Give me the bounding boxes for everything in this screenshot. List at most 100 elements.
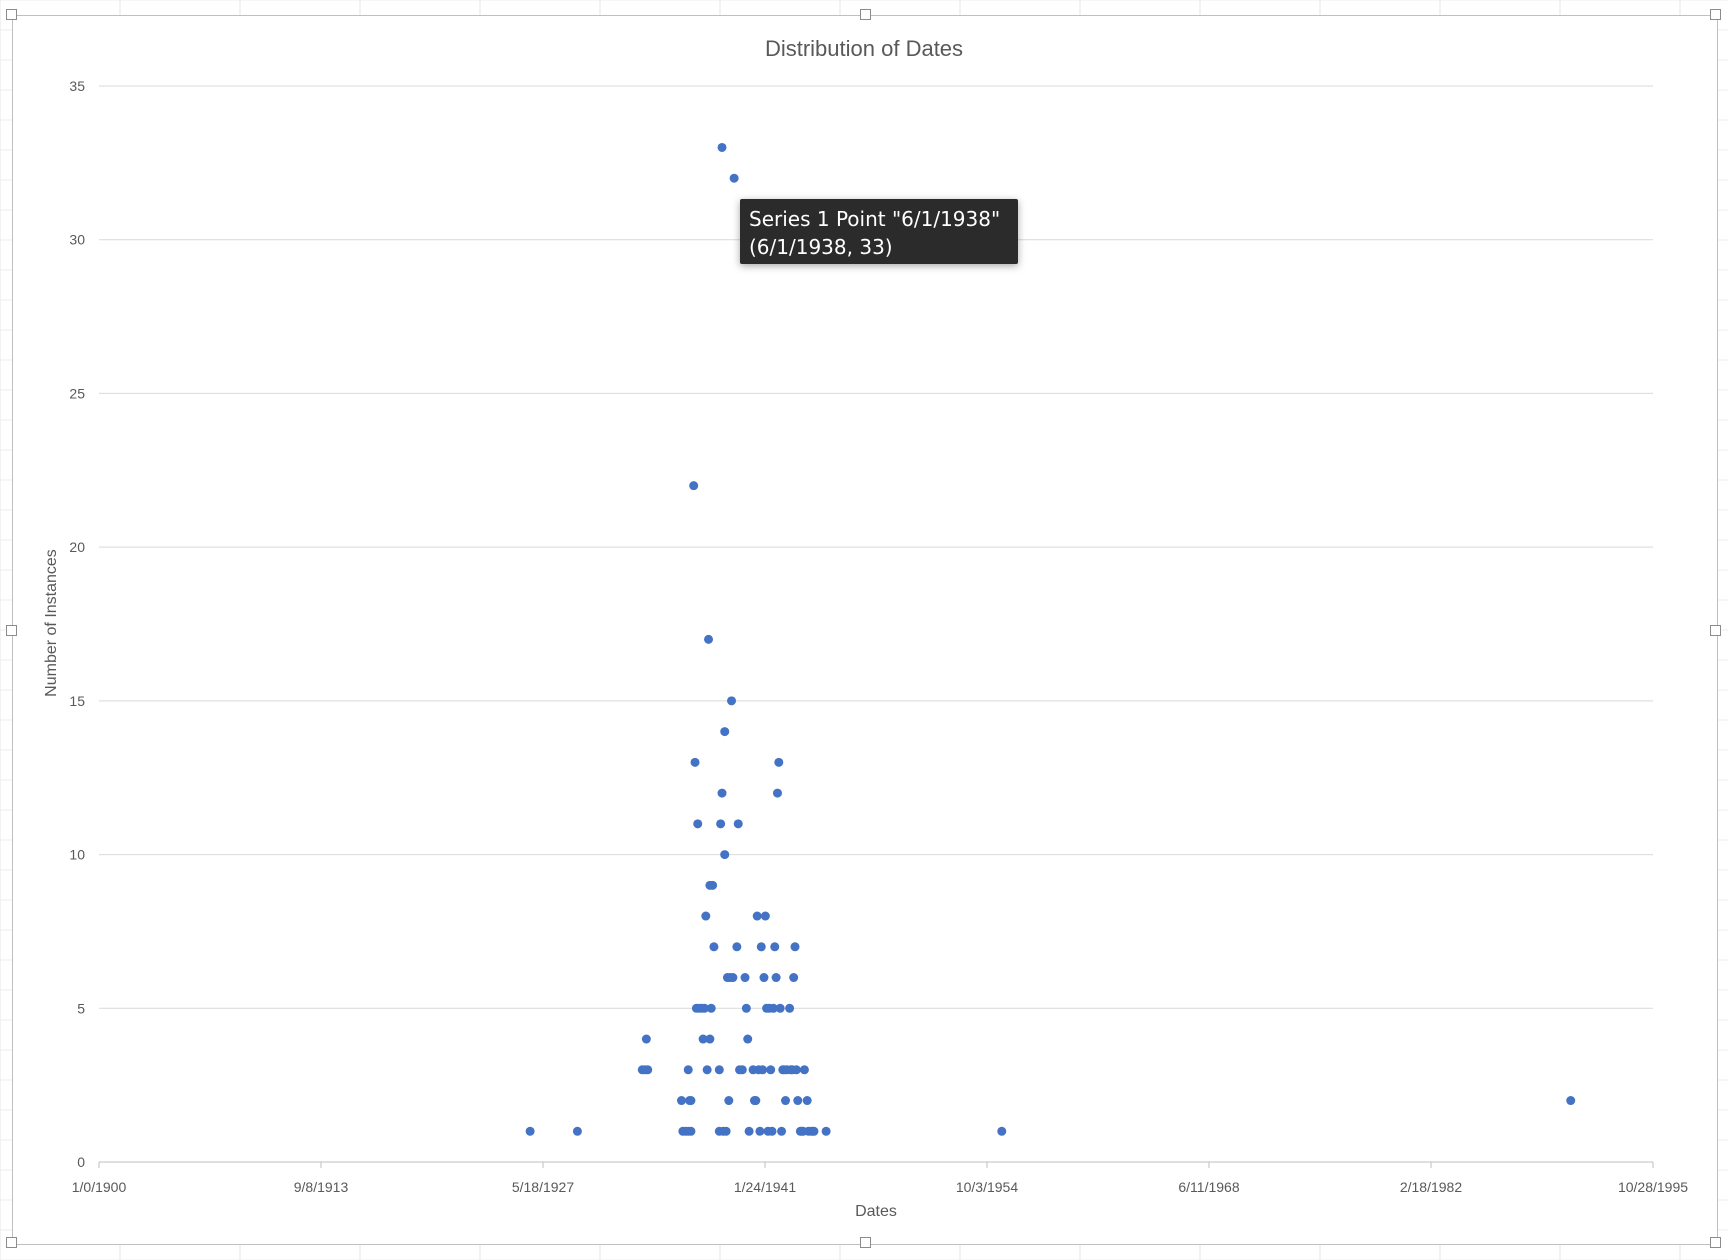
data-point[interactable] bbox=[767, 1126, 777, 1136]
data-point[interactable] bbox=[768, 1003, 778, 1013]
data-point[interactable] bbox=[717, 142, 727, 152]
data-point[interactable] bbox=[690, 757, 700, 767]
data-point-tooltip: Series 1 Point "6/1/1938" (6/1/1938, 33) bbox=[740, 199, 1018, 264]
chart-area[interactable]: Distribution of Dates 0 5 10 15 20 25 30 35 1/0… bbox=[6, 9, 1721, 1248]
data-point[interactable] bbox=[729, 173, 739, 183]
gridlines bbox=[99, 85, 1653, 1163]
x-tick-label: 6/11/1968 bbox=[1178, 1179, 1239, 1195]
data-point[interactable] bbox=[716, 819, 726, 829]
y-axis-ticks: 0 5 10 15 20 25 30 35 bbox=[69, 78, 85, 1170]
data-point[interactable] bbox=[760, 911, 770, 921]
data-point[interactable] bbox=[789, 973, 799, 983]
data-point[interactable] bbox=[740, 973, 750, 983]
data-point[interactable] bbox=[744, 1126, 754, 1136]
data-point[interactable] bbox=[791, 1065, 801, 1075]
resize-handle-top[interactable] bbox=[860, 9, 871, 20]
data-point[interactable] bbox=[755, 1126, 765, 1136]
data-point[interactable] bbox=[997, 1126, 1007, 1136]
x-tick-label: 1/24/1941 bbox=[734, 1179, 796, 1195]
data-point[interactable] bbox=[799, 1065, 809, 1075]
y-tick-label: 15 bbox=[69, 693, 85, 709]
data-point[interactable] bbox=[766, 1065, 776, 1075]
data-point[interactable] bbox=[721, 1126, 731, 1136]
data-point[interactable] bbox=[802, 1096, 812, 1106]
resize-handle-right[interactable] bbox=[1710, 625, 1721, 636]
data-point[interactable] bbox=[572, 1126, 582, 1136]
data-point[interactable] bbox=[728, 973, 738, 983]
data-point[interactable] bbox=[771, 973, 781, 983]
y-tick-label: 25 bbox=[69, 385, 85, 401]
data-point[interactable] bbox=[758, 1065, 768, 1075]
data-point[interactable] bbox=[732, 942, 742, 952]
data-point[interactable] bbox=[743, 1034, 753, 1044]
x-axis-ticks: 1/0/1900 9/8/1913 5/18/1927 1/24/1941 10/3/1… bbox=[72, 1162, 1688, 1195]
data-point[interactable] bbox=[785, 1003, 795, 1013]
resize-handle-top-right[interactable] bbox=[1710, 9, 1721, 20]
data-point[interactable] bbox=[676, 1096, 686, 1106]
data-point[interactable] bbox=[702, 1065, 712, 1075]
data-point[interactable] bbox=[693, 819, 703, 829]
data-point[interactable] bbox=[737, 1065, 747, 1075]
x-tick-label: 5/18/1927 bbox=[512, 1179, 574, 1195]
data-point[interactable] bbox=[701, 911, 711, 921]
data-point[interactable] bbox=[704, 634, 714, 644]
data-point[interactable] bbox=[756, 942, 766, 952]
y-tick-label: 10 bbox=[69, 847, 85, 863]
y-tick-label: 0 bbox=[77, 1154, 85, 1170]
data-point[interactable] bbox=[741, 1003, 751, 1013]
data-point[interactable] bbox=[708, 880, 718, 890]
resize-handle-left[interactable] bbox=[6, 625, 17, 636]
x-tick-label: 2/18/1982 bbox=[1400, 1179, 1462, 1195]
y-tick-label: 30 bbox=[69, 232, 85, 248]
data-point[interactable] bbox=[1566, 1096, 1576, 1106]
y-tick-label: 35 bbox=[69, 78, 85, 94]
data-points[interactable] bbox=[525, 142, 1576, 1136]
data-point[interactable] bbox=[751, 1096, 761, 1106]
data-point[interactable] bbox=[720, 727, 730, 737]
x-tick-label: 1/0/1900 bbox=[72, 1179, 127, 1195]
resize-handle-bottom[interactable] bbox=[860, 1237, 871, 1248]
data-point[interactable] bbox=[689, 481, 699, 491]
data-point[interactable] bbox=[793, 1096, 803, 1106]
x-axis-title: Dates bbox=[855, 1203, 897, 1220]
data-point[interactable] bbox=[770, 942, 780, 952]
data-point[interactable] bbox=[525, 1126, 535, 1136]
y-tick-label: 20 bbox=[69, 539, 85, 555]
data-point[interactable] bbox=[809, 1126, 819, 1136]
data-point[interactable] bbox=[759, 973, 769, 983]
data-point[interactable] bbox=[705, 1034, 715, 1044]
data-point[interactable] bbox=[790, 942, 800, 952]
data-point[interactable] bbox=[781, 1096, 791, 1106]
chart-title: Distribution of Dates bbox=[765, 36, 963, 61]
data-point[interactable] bbox=[686, 1126, 696, 1136]
x-tick-label: 9/8/1913 bbox=[294, 1179, 349, 1195]
data-point[interactable] bbox=[752, 911, 762, 921]
data-point[interactable] bbox=[643, 1065, 653, 1075]
data-point[interactable] bbox=[706, 1003, 716, 1013]
data-point[interactable] bbox=[699, 1003, 709, 1013]
data-point[interactable] bbox=[724, 1096, 734, 1106]
tooltip-line-1: Series 1 Point "6/1/1938" bbox=[749, 207, 1001, 231]
data-point[interactable] bbox=[733, 819, 743, 829]
data-point[interactable] bbox=[821, 1126, 831, 1136]
resize-handle-bottom-left[interactable] bbox=[6, 1237, 17, 1248]
data-point[interactable] bbox=[686, 1096, 696, 1106]
data-point[interactable] bbox=[698, 1034, 708, 1044]
data-point[interactable] bbox=[714, 1065, 724, 1075]
x-tick-label: 10/3/1954 bbox=[956, 1179, 1018, 1195]
resize-handle-bottom-right[interactable] bbox=[1710, 1237, 1721, 1248]
data-point[interactable] bbox=[717, 788, 727, 798]
data-point[interactable] bbox=[727, 696, 737, 706]
y-tick-label: 5 bbox=[77, 1000, 85, 1016]
data-point[interactable] bbox=[683, 1065, 693, 1075]
data-point[interactable] bbox=[775, 1003, 785, 1013]
data-point[interactable] bbox=[709, 942, 719, 952]
data-point[interactable] bbox=[772, 788, 782, 798]
data-point[interactable] bbox=[777, 1126, 787, 1136]
resize-handle-top-left[interactable] bbox=[6, 9, 17, 20]
data-point[interactable] bbox=[641, 1034, 651, 1044]
data-point[interactable] bbox=[720, 850, 730, 860]
tooltip-line-2: (6/1/1938, 33) bbox=[749, 235, 893, 259]
data-point[interactable] bbox=[774, 757, 784, 767]
y-axis-title: Number of Instances bbox=[43, 549, 60, 697]
